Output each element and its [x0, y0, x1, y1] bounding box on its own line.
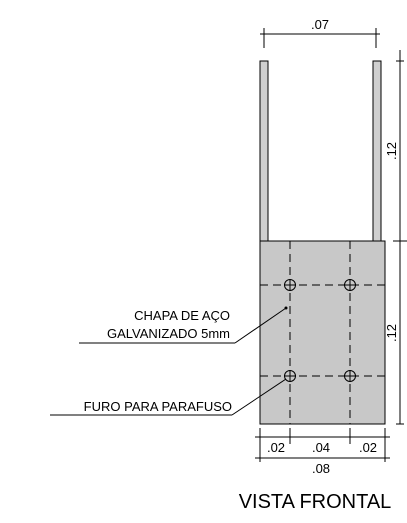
top-dimension-value: .07 — [311, 17, 329, 32]
plate-leader — [79, 307, 287, 344]
hole-top-left — [284, 279, 296, 291]
bottom-dimension-total: .08 — [312, 461, 330, 476]
plate-leader-dot — [284, 306, 288, 310]
hole-leader — [50, 378, 287, 416]
bottom-dimension-2: .04 — [312, 440, 330, 455]
top-dimension: .07 — [260, 17, 380, 48]
hole-top-right — [344, 279, 356, 291]
right-prong — [372, 60, 382, 242]
bolt-holes — [284, 279, 356, 382]
view-title: VISTA FRONTAL — [239, 491, 392, 513]
right-dimension-upper: .12 — [384, 142, 399, 160]
left-prong — [259, 60, 269, 242]
hole-label: FURO PARA PARAFUSO — [84, 399, 232, 414]
right-dimension-lower: .12 — [384, 324, 399, 342]
hole-bottom-left — [284, 370, 296, 382]
bottom-dimensions — [255, 428, 390, 462]
plate-label-line2: GALVANIZADO 5mm — [107, 326, 230, 341]
plate-label-line1: CHAPA DE AÇO — [134, 308, 230, 323]
bottom-dimension-1: .02 — [267, 440, 285, 455]
bottom-dimension-3: .02 — [359, 440, 377, 455]
right-dimension — [393, 50, 407, 425]
hole-bottom-right — [344, 370, 356, 382]
steel-plate — [259, 240, 386, 425]
center-lines — [260, 241, 385, 424]
